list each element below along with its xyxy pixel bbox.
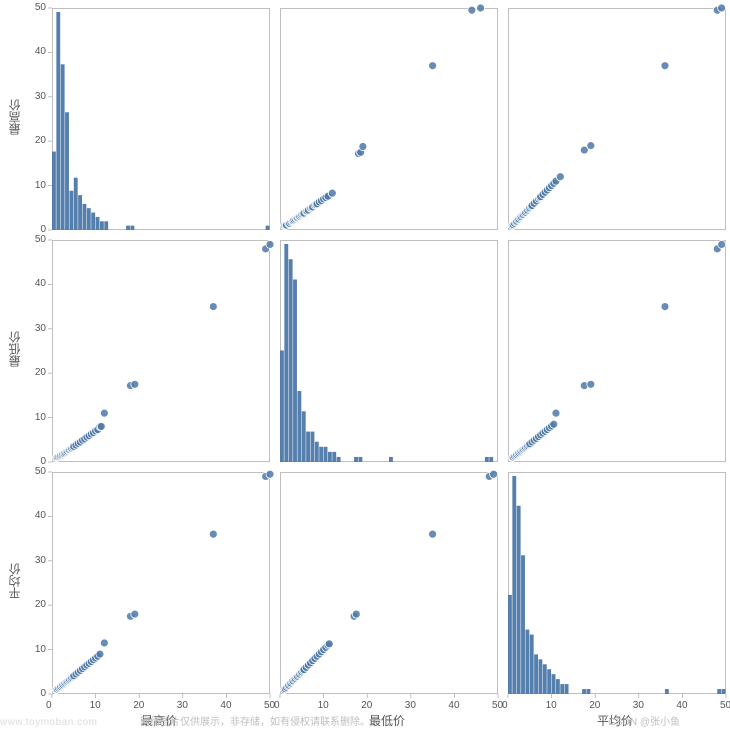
- xtick-label: 0: [46, 700, 52, 711]
- ytick-label: 30: [35, 323, 46, 334]
- ytick-label: 10: [35, 180, 46, 191]
- ytick-label: 50: [35, 2, 46, 13]
- xtick-label: 20: [589, 700, 600, 711]
- pairplot-figure: 0 10 20 30 40 50 0 10 20 30 40 50 0 10 20 30 40 50 0 10 20 30…: [0, 0, 730, 730]
- ytick-label: 50: [35, 234, 46, 245]
- ytick-label: 0: [40, 688, 46, 699]
- ytick-label: 20: [35, 135, 46, 146]
- ytick-label: 30: [35, 91, 46, 102]
- panel-0-1: [280, 8, 498, 230]
- xtick-label: 40: [220, 700, 231, 711]
- panel-0-2: [508, 8, 726, 230]
- ylabel: 最低价: [6, 331, 23, 367]
- xtick-label: 50: [720, 700, 730, 711]
- panel-1-2: [508, 240, 726, 462]
- xtick-label: 30: [405, 700, 416, 711]
- panel-1-0: [52, 240, 270, 462]
- watermark: www.toymoban.com: [0, 717, 97, 728]
- xtick-label: 0: [502, 700, 508, 711]
- ytick-label: 40: [35, 510, 46, 521]
- panel-2-1: [280, 472, 498, 694]
- panel-0-0: [52, 8, 270, 230]
- xtick-label: 20: [133, 700, 144, 711]
- xtick-label: 10: [546, 700, 557, 711]
- caption-right: CSDN @张小鱼: [609, 713, 680, 728]
- ytick-label: 20: [35, 599, 46, 610]
- ytick-label: 40: [35, 46, 46, 57]
- xtick-label: 10: [318, 700, 329, 711]
- xtick-label: 20: [361, 700, 372, 711]
- ytick-label: 10: [35, 412, 46, 423]
- ylabel: 最高价: [6, 99, 23, 135]
- xtick-label: 30: [177, 700, 188, 711]
- panel-2-2: [508, 472, 726, 694]
- xtick-label: 10: [90, 700, 101, 711]
- panel-1-1: [280, 240, 498, 462]
- xtick-label: 40: [448, 700, 459, 711]
- ytick-label: 20: [35, 367, 46, 378]
- xtick-label: 40: [676, 700, 687, 711]
- caption-center: 网络图片仅供展示，非存储，如有侵权请联系删除。: [140, 713, 370, 728]
- panel-2-0: [52, 472, 270, 694]
- ytick-label: 50: [35, 466, 46, 477]
- xlabel: 最低价: [369, 712, 405, 729]
- ylabel: 平均价: [6, 563, 23, 599]
- ytick-label: 10: [35, 644, 46, 655]
- xtick-label: 30: [633, 700, 644, 711]
- xtick-label: 0: [274, 700, 280, 711]
- ytick-label: 30: [35, 555, 46, 566]
- ytick-label: 40: [35, 278, 46, 289]
